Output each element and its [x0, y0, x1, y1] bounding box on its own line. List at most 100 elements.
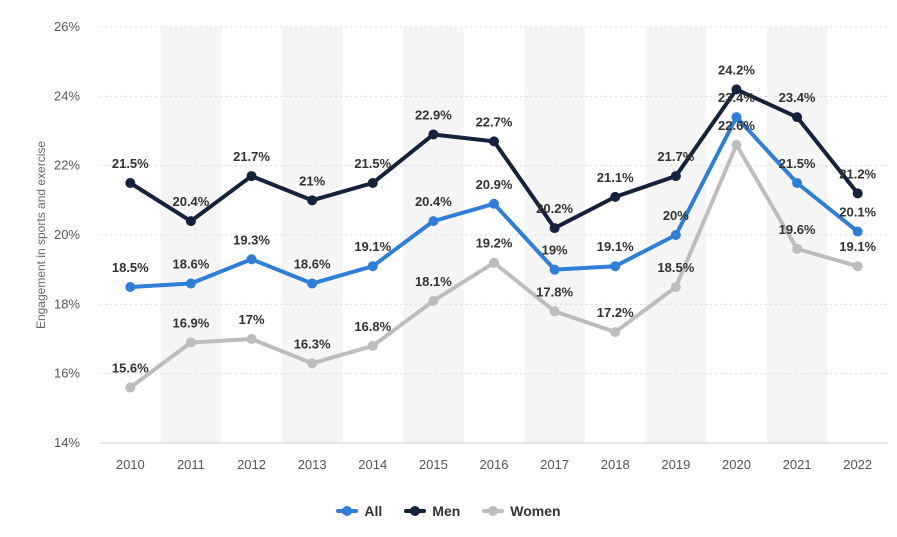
data-point-women[interactable]: [852, 261, 863, 272]
data-point-men[interactable]: [307, 195, 318, 206]
data-point-all[interactable]: [610, 261, 621, 272]
x-tick-label: 2018: [601, 457, 630, 472]
data-label-women: 16.3%: [294, 336, 331, 351]
data-point-all[interactable]: [185, 278, 196, 289]
data-point-women[interactable]: [489, 257, 499, 268]
y-tick-label: 16%: [54, 366, 80, 381]
data-label-men: 21.7%: [657, 149, 694, 164]
data-point-men[interactable]: [792, 112, 803, 123]
data-point-men[interactable]: [125, 178, 136, 188]
data-point-all[interactable]: [489, 198, 499, 209]
legend-item-women[interactable]: Women: [482, 503, 561, 519]
x-tick-label: 2014: [358, 457, 387, 472]
data-label-men: 24.2%: [718, 62, 755, 77]
y-tick-label: 18%: [54, 296, 80, 311]
x-tick-label: 2013: [298, 457, 327, 472]
data-label-all: 20.4%: [415, 194, 452, 209]
data-point-all[interactable]: [125, 282, 136, 292]
data-label-men: 22.9%: [415, 107, 452, 122]
data-point-women[interactable]: [307, 358, 318, 369]
data-point-women[interactable]: [246, 334, 257, 344]
gridlines: [100, 26, 888, 444]
data-label-men: 20.2%: [536, 201, 573, 216]
data-point-men[interactable]: [670, 171, 681, 182]
data-label-men: 23.4%: [779, 90, 816, 105]
y-axis-ticks: 14% 16% 18% 20% 22% 24% 26%: [54, 19, 80, 450]
data-point-women[interactable]: [125, 382, 136, 393]
data-label-women: 15.6%: [112, 361, 149, 376]
data-point-all[interactable]: [852, 226, 863, 237]
data-point-women[interactable]: [428, 295, 439, 306]
data-point-all[interactable]: [307, 278, 318, 289]
data-point-all[interactable]: [246, 254, 257, 265]
legend-label-men: Men: [432, 503, 461, 519]
data-point-men[interactable]: [852, 188, 863, 199]
data-point-men[interactable]: [246, 171, 257, 182]
data-point-men[interactable]: [549, 223, 560, 234]
data-point-women[interactable]: [185, 337, 196, 348]
data-label-men: 21.5%: [112, 156, 149, 171]
data-point-women[interactable]: [792, 243, 803, 254]
x-axis-ticks: 2010 2011 2012 2013 2014 2015 2016 2017 2018 2019…: [116, 457, 872, 472]
y-tick-label: 14%: [54, 435, 80, 450]
data-point-men[interactable]: [489, 136, 499, 147]
legend-label-women: Women: [510, 503, 561, 519]
data-point-all[interactable]: [428, 216, 439, 227]
data-point-men[interactable]: [610, 191, 621, 202]
data-label-all: 19.1%: [354, 239, 391, 254]
data-label-men: 21.5%: [354, 156, 391, 171]
legend-item-all[interactable]: All: [336, 503, 382, 519]
x-tick-label: 2012: [237, 457, 266, 472]
data-point-men[interactable]: [185, 216, 196, 227]
x-tick-label: 2015: [419, 457, 448, 472]
legend-swatch-all: [336, 505, 359, 517]
data-label-all: 20.9%: [476, 177, 513, 192]
x-tick-label: 2020: [722, 457, 751, 472]
data-point-all[interactable]: [367, 261, 378, 272]
data-label-all: 20%: [663, 208, 689, 223]
data-point-all[interactable]: [549, 264, 560, 275]
data-label-women: 17%: [239, 312, 265, 327]
data-point-women[interactable]: [610, 327, 621, 338]
data-point-all[interactable]: [670, 230, 681, 240]
data-point-women[interactable]: [731, 139, 742, 150]
data-point-all[interactable]: [731, 112, 742, 123]
legend-swatch-men: [404, 505, 427, 517]
series-lines: [125, 84, 863, 393]
line-chart: 14%16%18%20%22%24%26% 2010 2011 2012 2013 20…: [34, 19, 888, 472]
column-band: [524, 27, 585, 443]
data-label-all: 19%: [542, 243, 568, 258]
data-point-women[interactable]: [549, 306, 560, 317]
legend-label-all: All: [364, 503, 383, 519]
data-label-men: 21.2%: [839, 166, 876, 181]
data-point-men[interactable]: [428, 129, 439, 140]
data-label-women: 19.6%: [779, 222, 816, 237]
data-label-men: 21%: [299, 173, 325, 188]
x-tick-label: 2022: [843, 457, 872, 472]
data-label-all: 19.1%: [597, 239, 634, 254]
legend-item-men[interactable]: Men: [404, 503, 460, 519]
data-label-women: 22.6%: [718, 118, 755, 133]
data-point-women[interactable]: [367, 340, 378, 351]
data-point-men[interactable]: [731, 84, 742, 95]
y-axis-label: Engagement in sports and exercise: [34, 141, 48, 329]
data-label-all: 18.6%: [172, 257, 209, 272]
data-point-men[interactable]: [367, 178, 378, 188]
data-label-all: 20.1%: [839, 205, 876, 220]
x-tick-label: 2011: [177, 457, 205, 472]
data-label-all: 18.5%: [112, 260, 149, 275]
data-label-all: 21.5%: [779, 156, 816, 171]
data-labels: 15.6% 16.9% 17% 16.3% 16.8% 18.1% 19.2% 17.8% 17…: [112, 62, 877, 375]
data-label-men: 22.7%: [476, 114, 513, 129]
data-label-women: 17.2%: [597, 305, 634, 320]
data-label-women: 16.8%: [354, 319, 391, 334]
y-tick-label: 20%: [54, 227, 80, 242]
data-label-women: 19.2%: [476, 236, 513, 251]
data-label-men: 20.4%: [172, 194, 209, 209]
y-tick-label: 22%: [54, 158, 80, 173]
data-point-women[interactable]: [670, 282, 681, 292]
data-label-all: 18.6%: [294, 257, 331, 272]
data-label-women: 18.5%: [657, 260, 694, 275]
data-label-women: 18.1%: [415, 274, 452, 289]
data-point-all[interactable]: [792, 178, 803, 188]
